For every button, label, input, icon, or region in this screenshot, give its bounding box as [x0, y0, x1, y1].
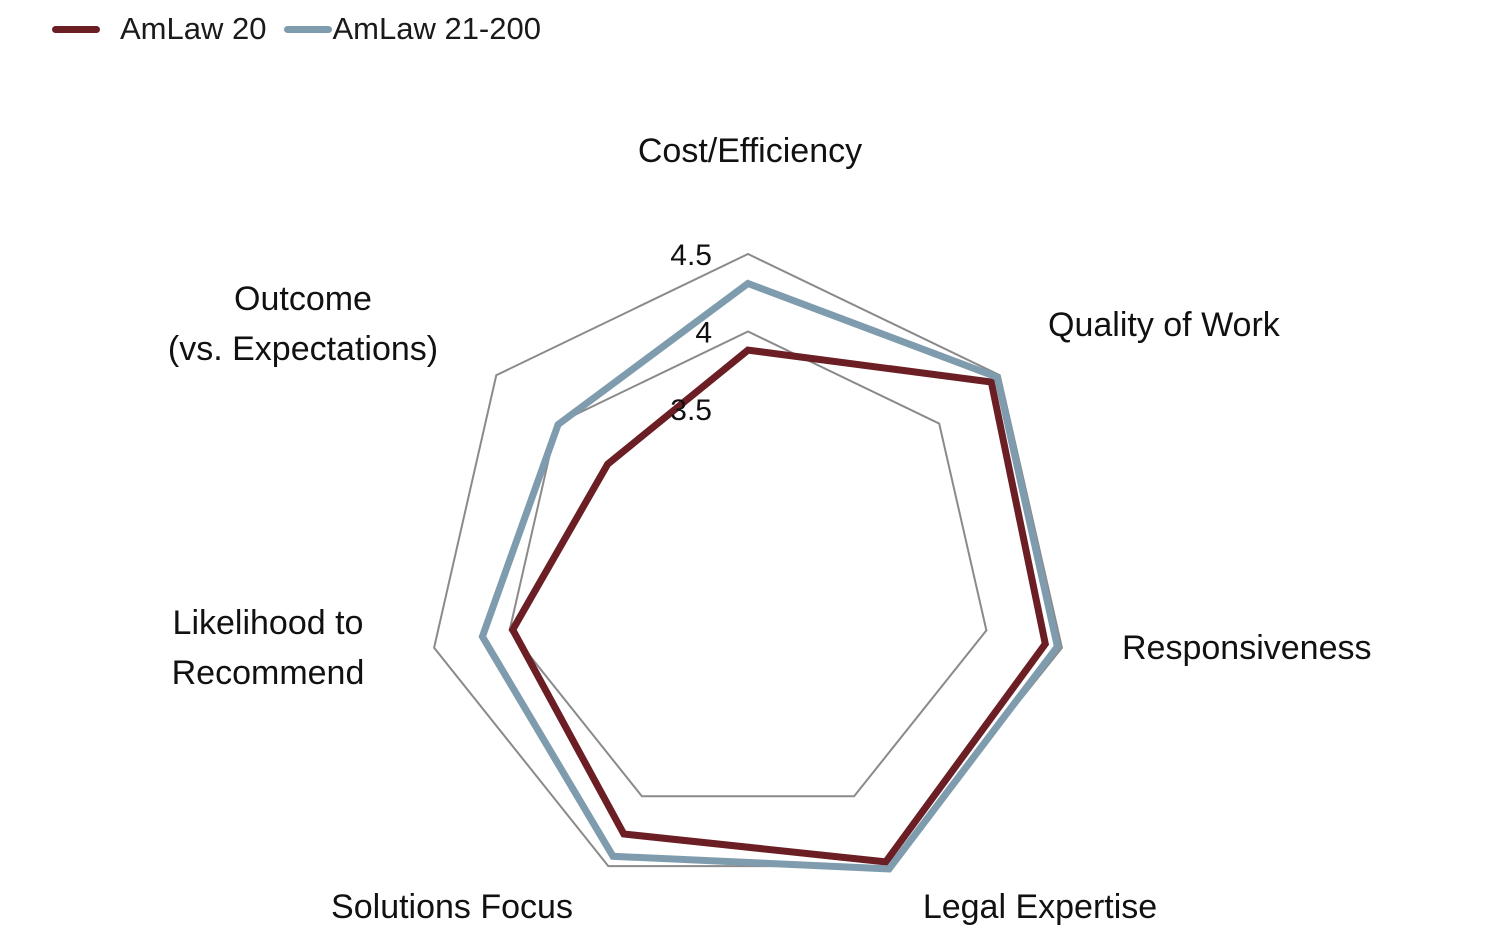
- axis-label-line: Quality of Work: [1048, 306, 1281, 344]
- axis-label-likelihood-to-recommend: Likelihood to Recommend: [172, 604, 365, 692]
- gridline-4: [508, 330, 988, 798]
- legend-item-amlaw-20: AmLaw 20: [52, 11, 266, 47]
- series-line-amlaw-20: [508, 346, 1050, 866]
- axis-label-line: Cost/Efficiency: [638, 132, 862, 170]
- axis-label-solutions-focus: Solutions Focus: [331, 888, 573, 926]
- axis-label-outcome-vs-expectations: Outcome (vs. Expectations): [168, 280, 438, 368]
- axis-label-responsiveness: Responsiveness: [1122, 629, 1371, 667]
- axis-label-legal-expertise: Legal Expertise: [923, 888, 1157, 926]
- tick-label-3-5: 3.5: [670, 394, 712, 427]
- legend-swatch-amlaw-21-200: [284, 25, 333, 33]
- axis-label-cost-efficiency: Cost/Efficiency: [638, 132, 862, 170]
- series-line-amlaw-21-200: [478, 279, 1062, 873]
- series-layer: [478, 279, 1062, 873]
- tick-label-layer: 3.5 4 4.5: [670, 239, 712, 427]
- axis-label-quality-of-work: Quality of Work: [1048, 306, 1281, 344]
- legend-swatch-amlaw-20: [52, 25, 100, 33]
- axis-label-line: Likelihood to: [173, 604, 364, 642]
- tick-label-4: 4: [695, 317, 712, 350]
- axis-label-line: Recommend: [172, 654, 365, 692]
- axis-label-line: Legal Expertise: [923, 888, 1157, 926]
- grid-layer: [433, 252, 1063, 868]
- legend-label-amlaw-20: AmLaw 20: [120, 11, 267, 46]
- axis-label-layer: Cost/Efficiency Quality of Work Responsive…: [168, 132, 1372, 926]
- tick-label-4-5: 4.5: [670, 239, 712, 272]
- axis-label-line: Outcome: [234, 280, 372, 318]
- legend: AmLaw 20 AmLaw 21-200: [52, 6, 559, 52]
- axis-label-line: Responsiveness: [1122, 629, 1371, 667]
- gridline-4-5: [433, 252, 1063, 868]
- legend-item-amlaw-21-200: AmLaw 21-200: [284, 11, 541, 47]
- legend-label-amlaw-21-200: AmLaw 21-200: [332, 11, 541, 46]
- axis-label-line: (vs. Expectations): [168, 330, 438, 368]
- axis-label-line: Solutions Focus: [331, 888, 573, 926]
